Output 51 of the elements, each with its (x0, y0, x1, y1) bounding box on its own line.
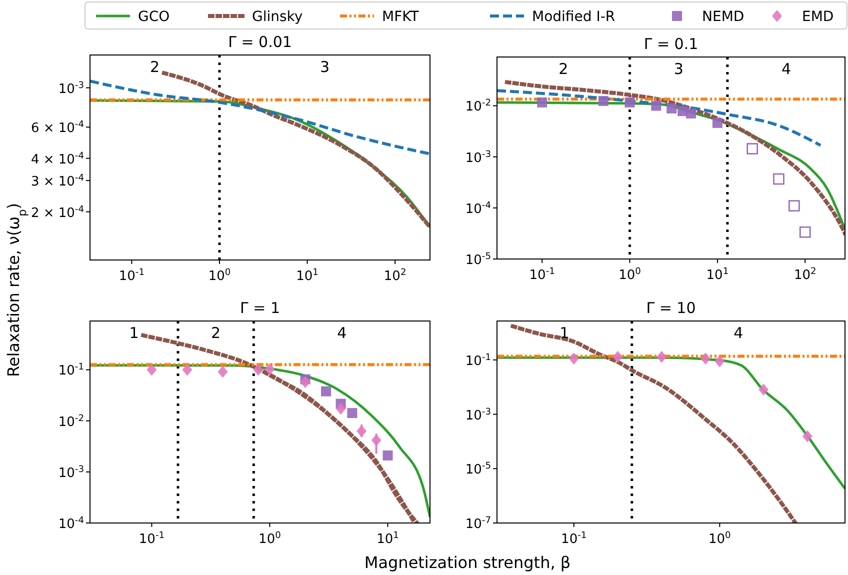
legend-label: MFKT (382, 9, 420, 25)
x-tick-label: 10$^{1}$ (376, 531, 399, 547)
x-axis-title: Magnetization strength, β (364, 553, 571, 572)
annotation: 3 (674, 60, 684, 78)
annotation: 4 (734, 324, 744, 342)
x-tick-label: 10$^{-1}$ (138, 531, 165, 547)
chart-title: Γ = 10 (646, 299, 696, 317)
annotation: 4 (781, 60, 791, 78)
chart-title: Γ = 0.1 (644, 35, 698, 53)
chart-title: Γ = 0.01 (228, 33, 292, 51)
x-tick-label: 10$^{0}$ (208, 268, 231, 284)
legend-label: GCO (138, 9, 170, 25)
y-tick-label: 4 × 10$^{-4}$ (30, 151, 84, 168)
y-tick-label: 10$^{-1}$ (465, 352, 491, 369)
annotation: 2 (211, 324, 221, 342)
y-tick-label: 10$^{-7}$ (465, 516, 492, 532)
chart-title: Γ = 1 (240, 299, 280, 317)
legend-label: Glinsky (252, 9, 303, 25)
y-tick-label: 10$^{-2}$ (58, 414, 84, 430)
x-tick-label: 10$^{1}$ (296, 268, 318, 284)
annotation: 1 (560, 324, 570, 342)
y-tick-label: 10$^{-1}$ (58, 362, 84, 379)
x-tick-label: 10$^{-1}$ (529, 267, 555, 283)
annotation: 2 (150, 58, 160, 76)
x-tick-label: 10$^{0}$ (258, 531, 282, 547)
x-tick-label: 10$^{-1}$ (561, 531, 587, 547)
x-tick-label: 10$^{0}$ (708, 531, 732, 547)
legend-label: EMD (802, 9, 834, 25)
annotation: 3 (320, 58, 330, 76)
x-tick-label: 10$^{0}$ (618, 267, 642, 283)
y-tick-label: 10$^{-3}$ (58, 80, 84, 97)
y-tick-label: 10$^{-3}$ (465, 150, 492, 166)
y-tick-label: 10$^{-2}$ (465, 98, 491, 115)
y-tick-label: 2 × 10$^{-4}$ (30, 204, 84, 221)
y-tick-label: 10$^{-3}$ (465, 407, 492, 424)
x-tick-label: 10$^{1}$ (706, 267, 729, 283)
y-tick-label: 10$^{-5}$ (465, 462, 491, 478)
y-tick-label: 10$^{-3}$ (58, 464, 84, 481)
y-tick-label: 10$^{-4}$ (465, 200, 492, 217)
legend-label: NEMD (702, 9, 744, 25)
y-tick-label: 3 × 10$^{-4}$ (30, 174, 84, 190)
y-tick-label: 6 × 10$^{-4}$ (30, 120, 84, 136)
y-tick-label: 10$^{-4}$ (58, 516, 84, 532)
y-tick-label: 10$^{-5}$ (465, 252, 491, 268)
annotation: 2 (558, 60, 568, 78)
x-tick-label: 10$^{2}$ (384, 268, 406, 284)
legend-label: Modified I-R (532, 9, 616, 25)
annotation: 4 (337, 324, 347, 342)
annotation: 1 (129, 324, 139, 342)
x-tick-label: 10$^{2}$ (794, 267, 816, 283)
x-tick-label: 10$^{-1}$ (118, 268, 145, 284)
